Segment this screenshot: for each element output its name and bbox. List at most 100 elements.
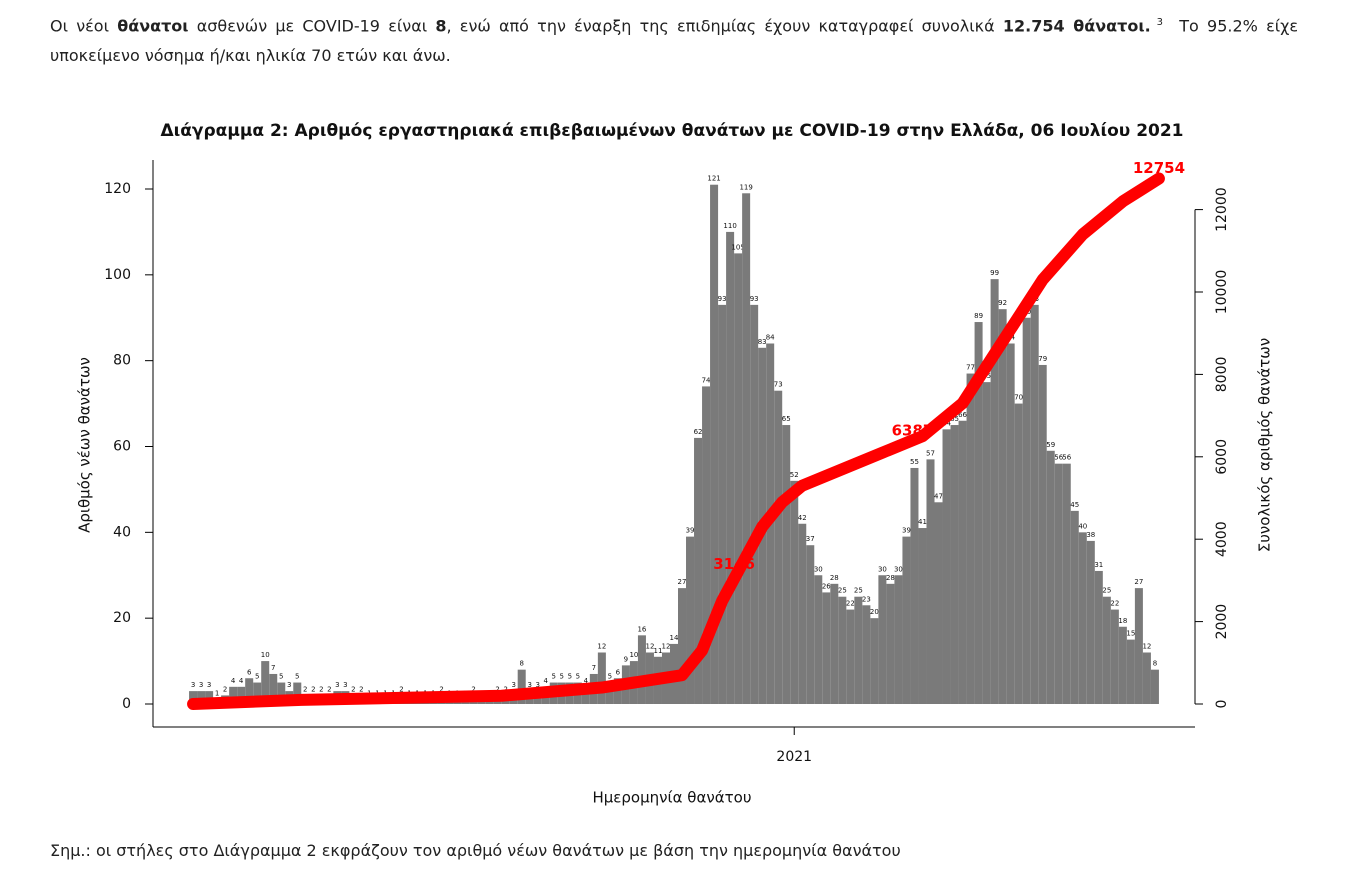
y-tick-label: 120 — [104, 181, 131, 197]
bar — [942, 429, 951, 704]
bar — [862, 605, 871, 704]
bar-value-label: 62 — [694, 428, 703, 436]
bar — [581, 686, 590, 704]
bar-value-label: 42 — [798, 514, 807, 522]
bar — [926, 459, 935, 704]
bar — [718, 304, 727, 704]
bar — [605, 682, 614, 704]
bar-value-label: 25 — [1102, 587, 1111, 595]
bar — [806, 545, 815, 704]
bar-value-label: 41 — [918, 518, 927, 526]
bar-value-label: 57 — [926, 449, 935, 457]
bar-value-label: 89 — [974, 312, 983, 320]
bar-value-label: 2 — [303, 685, 307, 693]
bar-value-label: 110 — [723, 222, 736, 230]
bar-value-label: 39 — [902, 527, 911, 535]
bar — [1022, 317, 1031, 704]
y2-tick-label: 12000 — [1214, 187, 1230, 232]
bar — [1038, 364, 1047, 704]
y2-axis-label: Συνολικός αριθμός θανάτων — [1256, 338, 1274, 553]
bar — [237, 686, 246, 704]
bar — [982, 382, 991, 704]
bar-value-label: 59 — [1046, 441, 1055, 449]
bar — [814, 575, 823, 704]
bar-value-label: 2 — [359, 685, 363, 693]
y2-tick-label: 0 — [1214, 700, 1230, 709]
bar-value-label: 2 — [399, 685, 403, 693]
bar-value-label: 22 — [1110, 600, 1119, 608]
bar — [910, 467, 919, 704]
y2-tick-label: 4000 — [1214, 521, 1230, 557]
bar-value-label: 11 — [654, 647, 663, 655]
bar — [517, 669, 526, 704]
bar-value-label: 30 — [894, 565, 903, 573]
bar-value-label: 26 — [822, 582, 831, 590]
bar — [894, 575, 903, 704]
bar — [702, 386, 711, 704]
bar — [1006, 343, 1015, 704]
bar-value-label: 6 — [616, 668, 621, 676]
bar-value-label: 5 — [568, 673, 572, 681]
bar-value-label: 99 — [990, 269, 999, 277]
bar-value-label: 3 — [343, 681, 347, 689]
chart-title: Διάγραμμα 2: Αριθμός εργαστηριακά επιβεβ… — [160, 121, 1183, 141]
note: Σημ.: οι στήλες στο Διάγραμμα 2 εκφράζου… — [50, 841, 901, 860]
bar — [878, 575, 887, 704]
y-tick-label: 20 — [113, 610, 131, 626]
bar-value-label: 84 — [766, 334, 775, 342]
bar — [1014, 403, 1023, 704]
cumulative-label: 12754 — [1133, 159, 1185, 177]
bar — [613, 678, 622, 704]
text: Οι νέοι — [50, 16, 118, 36]
bar — [678, 588, 687, 704]
y2-tick-label: 10000 — [1214, 270, 1230, 315]
bar — [1110, 609, 1119, 704]
y2-tick-label: 8000 — [1214, 357, 1230, 393]
bar — [918, 528, 927, 704]
bold-text: θάνατοι — [117, 16, 189, 36]
bar-value-label: 30 — [814, 565, 823, 573]
bar — [261, 661, 270, 704]
bar-value-label: 52 — [790, 471, 799, 479]
bar-value-label: 2 — [223, 685, 227, 693]
bar — [966, 373, 975, 704]
bar — [886, 583, 895, 704]
bold-text: 8 — [435, 16, 447, 36]
bar-value-label: 105 — [731, 243, 744, 251]
bar-value-label: 4 — [584, 677, 589, 685]
bar — [1070, 510, 1079, 704]
bar — [798, 523, 807, 704]
bar — [902, 536, 911, 704]
bar-value-label: 5 — [279, 673, 283, 681]
y2-tick-label: 6000 — [1214, 439, 1230, 475]
bar — [990, 279, 999, 704]
bar-value-label: 40 — [1078, 522, 1087, 530]
bar-value-label: 22 — [846, 600, 855, 608]
bar-value-label: 20 — [870, 608, 879, 616]
text: , ενώ από την έναρξη της επιδημίας έχουν… — [446, 16, 1003, 36]
bar-value-label: 119 — [739, 183, 752, 191]
bar-value-label: 65 — [782, 415, 791, 423]
bar-value-label: 3 — [511, 681, 515, 689]
x-axis-label: Ημερομηνία θανάτου — [592, 789, 751, 807]
bar-value-label: 38 — [1086, 531, 1095, 539]
bar-value-label: 45 — [1070, 501, 1079, 509]
paragraph: Οι νέοι θάνατοι ασθενών με COVID-19 είνα… — [50, 8, 1298, 71]
bar — [1150, 669, 1159, 704]
bar-value-label: 7 — [271, 664, 275, 672]
bar-value-label: 79 — [1038, 355, 1047, 363]
bar-value-label: 3 — [287, 681, 291, 689]
bar — [269, 673, 278, 704]
bar — [1102, 596, 1111, 704]
cumulative-line — [187, 172, 1165, 710]
bar-value-label: 3 — [207, 681, 211, 689]
bar-value-label: 3 — [191, 681, 195, 689]
bar — [197, 691, 206, 704]
bar — [870, 618, 879, 704]
bar — [958, 420, 967, 704]
y-tick-label: 80 — [113, 353, 131, 369]
bar-value-label: 4 — [231, 677, 236, 685]
bar — [998, 309, 1007, 704]
bar-value-label: 2 — [351, 685, 355, 693]
